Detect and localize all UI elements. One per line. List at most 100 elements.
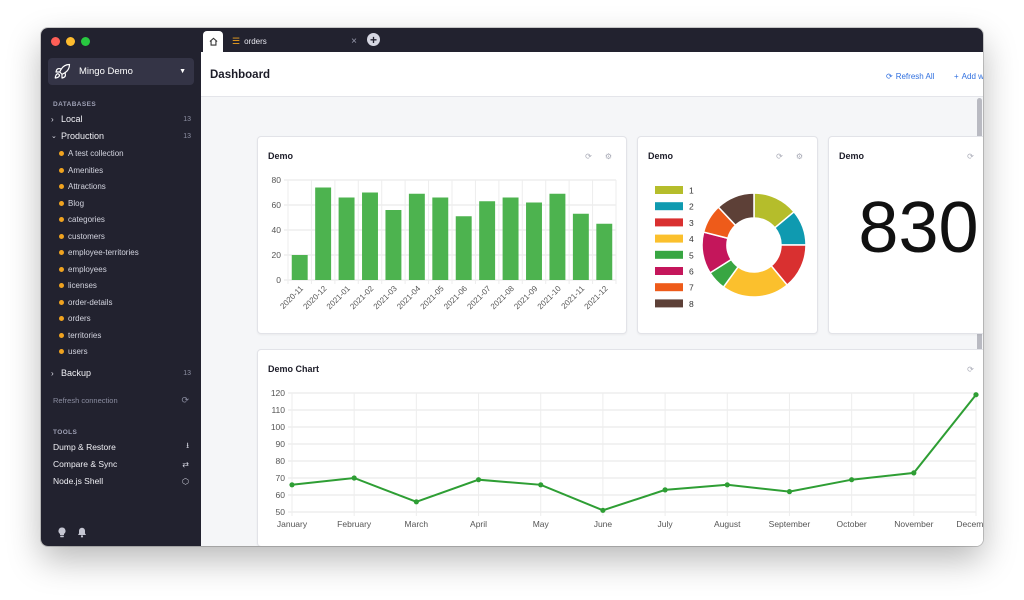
widget-tools: ⟳ ⚙ <box>585 152 612 161</box>
collection-item[interactable]: users <box>59 344 88 358</box>
collection-label: Amenities <box>68 165 104 175</box>
refresh-icon[interactable]: ⟳ <box>585 152 592 161</box>
x-tick-label: July <box>658 519 674 529</box>
x-tick-label: 2021-12 <box>583 284 611 312</box>
y-tick-label: 80 <box>276 456 286 466</box>
tab-orders[interactable]: ☰ orders × <box>227 33 357 50</box>
tool-dump-restore[interactable]: Dump & Restore ⭳ <box>53 440 189 454</box>
collection-item[interactable]: customers <box>59 229 105 243</box>
widget-donut-chart: Demo ⟳ ⚙ 1 2 3 4 5 6 7 8 <box>637 136 818 334</box>
y-tick-label: 100 <box>271 422 285 432</box>
chevron-right-icon: › <box>51 114 54 124</box>
x-tick-label: 2021-06 <box>442 284 470 312</box>
db-item-backup[interactable]: › Backup 13 <box>51 366 191 380</box>
collection-item[interactable]: A test collection <box>59 146 124 160</box>
y-tick-label: 90 <box>276 439 286 449</box>
widget-title: Demo Chart <box>268 364 320 374</box>
data-point <box>475 477 482 483</box>
legend-swatch <box>655 202 683 211</box>
y-tick-label: 120 <box>271 388 285 398</box>
add-widget-button[interactable]: + Add widget <box>954 72 983 81</box>
y-tick-label: 20 <box>272 250 282 260</box>
collection-item[interactable]: categories <box>59 212 105 226</box>
collection-dot-icon <box>59 167 64 173</box>
refresh-icon: ⟳ <box>181 395 189 405</box>
data-point <box>413 499 419 505</box>
line-chart: 50 60 70 80 90 100 110 120 January February March A… <box>271 388 983 529</box>
connection-select[interactable]: Mingo Demo ▼ <box>48 58 194 85</box>
collection-item[interactable]: orders <box>59 311 91 325</box>
sidebar-footer <box>57 527 87 541</box>
legend-label: 1 <box>689 186 694 196</box>
collection-dot-icon <box>59 200 64 206</box>
x-tick-label: 2021-10 <box>536 284 564 312</box>
collection-item[interactable]: territories <box>59 328 101 342</box>
y-tick-label: 110 <box>271 405 285 415</box>
tab-home[interactable] <box>203 31 223 52</box>
x-tick-label: 2021-09 <box>512 284 540 312</box>
legend-label: 6 <box>689 267 694 277</box>
gear-icon[interactable]: ⚙ <box>795 152 803 161</box>
lightbulb-icon[interactable] <box>57 527 67 541</box>
minimize-window-button[interactable] <box>66 37 75 46</box>
x-tick-label: 2020-11 <box>278 284 305 311</box>
tool-nodejs-shell[interactable]: Node.js Shell ⬡ <box>53 474 189 488</box>
maximize-window-button[interactable] <box>81 37 90 46</box>
tab-bar: ☰ orders × + <box>201 28 983 52</box>
plus-icon: + <box>369 32 377 47</box>
tool-compare-sync[interactable]: Compare & Sync ⇄ <box>53 457 189 471</box>
x-tick-label: 2020-12 <box>301 284 329 312</box>
collection-label: categories <box>68 214 105 224</box>
x-tick-label: December <box>956 519 983 529</box>
collection-item[interactable]: Amenities <box>59 163 103 177</box>
refresh-icon[interactable]: ⟳ <box>967 365 974 374</box>
collection-item[interactable]: employee-territories <box>59 245 139 259</box>
collection-item[interactable]: employees <box>59 262 107 276</box>
metric-value: 830 <box>858 188 979 268</box>
widget-tools: ⟳ ⚙ <box>967 152 983 161</box>
gear-icon[interactable]: ⚙ <box>604 152 612 161</box>
x-tick-label: 2021-04 <box>395 284 423 312</box>
add-tab-button[interactable]: + <box>367 33 380 46</box>
collection-dot-icon <box>59 315 64 321</box>
collection-item[interactable]: licenses <box>59 278 97 292</box>
x-tick-label: 2021-03 <box>372 284 400 312</box>
db-item-local[interactable]: › Local 13 <box>51 112 191 126</box>
collection-label: order-details <box>68 297 113 307</box>
collection-item[interactable]: Blog <box>59 196 84 210</box>
collection-item[interactable]: Attractions <box>59 179 106 193</box>
db-item-production[interactable]: ⌄ Production 13 <box>51 129 191 143</box>
db-count: 13 <box>183 132 191 140</box>
bar <box>432 197 449 280</box>
bar <box>315 187 332 280</box>
donut-chart: 1 2 3 4 5 6 7 8 <box>655 186 807 309</box>
db-count: 13 <box>183 369 191 377</box>
x-tick-label: September <box>769 519 811 529</box>
data-point <box>724 482 730 488</box>
tool-label: Dump & Restore <box>53 442 116 452</box>
nodejs-icon: ⬡ <box>182 476 189 486</box>
refresh-icon[interactable]: ⟳ <box>776 152 783 161</box>
collection-dot-icon <box>59 299 64 305</box>
refresh-all-button[interactable]: ⟳ Refresh All <box>886 72 934 81</box>
x-tick-label: November <box>894 519 933 529</box>
legend-label: 8 <box>689 299 694 309</box>
refresh-connection-button[interactable]: Refresh connection ⟳ <box>53 395 189 406</box>
rocket-icon <box>54 63 71 79</box>
collection-item[interactable]: order-details <box>59 295 112 309</box>
x-tick-label: 2021-05 <box>419 284 447 312</box>
bell-icon[interactable] <box>77 527 87 541</box>
collection-label: users <box>68 346 88 356</box>
collection-dot-icon <box>59 266 64 272</box>
collection-label: licenses <box>68 280 97 290</box>
bar <box>362 192 378 280</box>
close-icon[interactable]: × <box>351 36 357 47</box>
collection-label: Attractions <box>68 181 106 191</box>
x-tick-label: August <box>714 519 741 529</box>
tool-label: Compare & Sync <box>53 459 118 469</box>
close-window-button[interactable] <box>51 37 60 46</box>
x-tick-label: June <box>594 519 613 529</box>
app-window: Mingo Demo ▼ DATABASES › Local 13 ⌄ Prod… <box>41 28 983 546</box>
refresh-icon[interactable]: ⟳ <box>967 152 974 161</box>
x-tick-label: January <box>277 519 308 529</box>
